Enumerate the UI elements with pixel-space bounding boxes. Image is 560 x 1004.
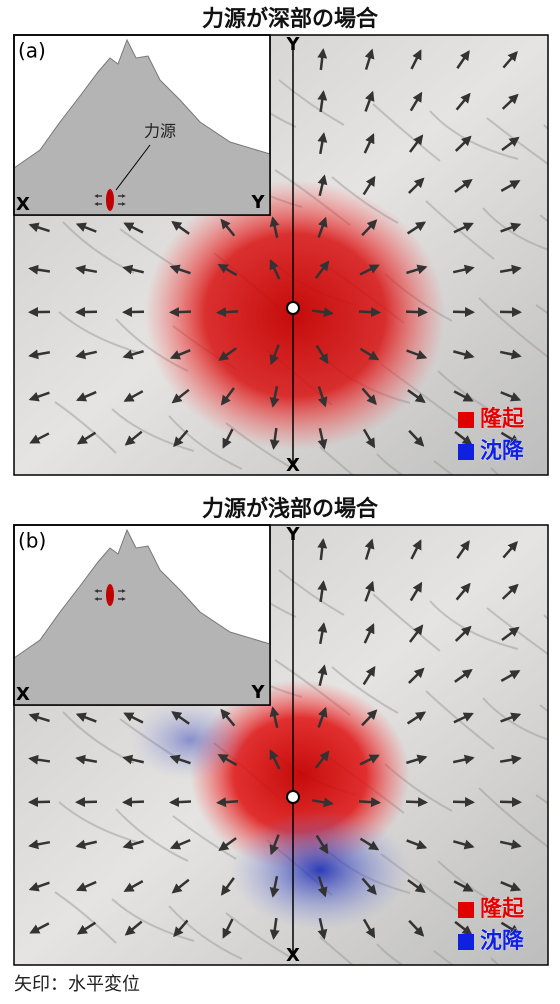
panel-title: 力源が深部の場合 — [202, 6, 379, 32]
force-source — [106, 584, 114, 606]
legend-swatch — [458, 444, 474, 460]
axis-top-label: Y — [285, 524, 300, 545]
arrow — [406, 312, 426, 313]
legend-swatch — [458, 902, 474, 918]
panel-title: 力源が浅部の場合 — [202, 496, 379, 522]
panel-label: (a) — [18, 39, 46, 63]
inset-y-label: Y — [250, 192, 265, 213]
arrow — [359, 801, 379, 802]
uplift-area — [145, 180, 445, 450]
page: 力源が深部の場合YX力源(a)XY隆起沈降力源が浅部の場合YX(b)XY隆起沈降… — [0, 0, 560, 1000]
source-point — [287, 302, 299, 314]
subsidence-area — [130, 700, 250, 780]
arrow — [406, 802, 426, 803]
axis-top-label: Y — [285, 34, 300, 55]
force-source — [106, 189, 114, 211]
arrow — [218, 311, 238, 312]
source-point — [287, 791, 299, 803]
legend-swatch — [458, 412, 474, 428]
axis-bottom-label: X — [286, 455, 300, 476]
arrow — [218, 801, 238, 803]
legend-label: 沈降 — [480, 929, 525, 954]
arrow — [359, 311, 379, 312]
caption: 矢印：水平変位 — [14, 974, 140, 995]
source-label: 力源 — [144, 122, 176, 141]
legend-label: 隆起 — [480, 897, 525, 922]
figure: 力源が深部の場合YX力源(a)XY隆起沈降力源が浅部の場合YX(b)XY隆起沈降… — [0, 0, 560, 1000]
inset-x-label: X — [16, 684, 30, 705]
arrow — [124, 802, 144, 803]
panel-label: (b) — [18, 529, 46, 553]
legend-label: 隆起 — [480, 407, 525, 432]
inset-y-label: Y — [250, 682, 265, 703]
legend-label: 沈降 — [480, 439, 525, 464]
subsidence-area — [230, 810, 410, 930]
arrow — [124, 312, 144, 313]
legend-swatch — [458, 934, 474, 950]
inset-x-label: X — [16, 194, 30, 215]
axis-bottom-label: X — [286, 945, 300, 966]
arrow — [171, 802, 191, 803]
arrow — [453, 802, 473, 803]
arrow — [171, 312, 191, 313]
